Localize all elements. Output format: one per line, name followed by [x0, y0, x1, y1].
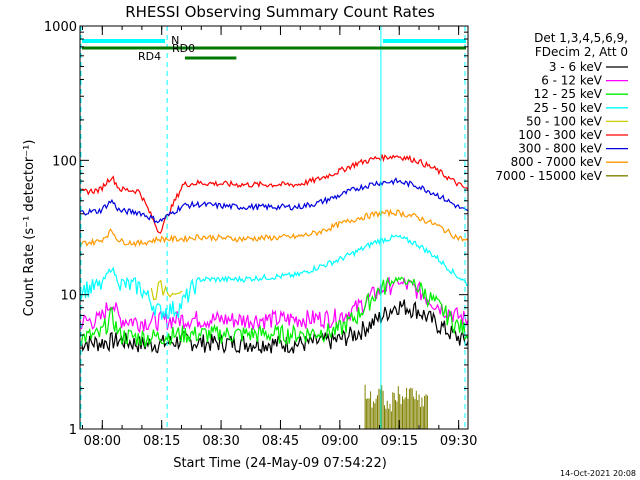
legend-label: 100 - 300 keV — [518, 128, 602, 142]
x-tick-label: 08:45 — [262, 434, 299, 449]
series-line — [79, 233, 469, 320]
legend-label: 6 - 12 keV — [541, 74, 603, 88]
x-axis-label: Start Time (24-May-09 07:54:22) — [173, 456, 387, 471]
x-tick-label: 08:00 — [84, 434, 121, 449]
plot-frame — [79, 25, 469, 430]
x-tick-label: 09:15 — [381, 434, 418, 449]
legend-label: 50 - 100 keV — [526, 114, 603, 128]
marker-label: RD4 — [138, 50, 161, 63]
series-line — [79, 276, 469, 334]
series-line — [79, 299, 469, 354]
legend-header-line-1: Det 1,3,4,5,6,9, — [534, 31, 628, 45]
x-tick-label: 08:15 — [143, 434, 180, 449]
legend-header-line-2: FDecim 2, Att 0 — [535, 45, 628, 59]
x-tick-label: 09:00 — [321, 434, 358, 449]
footer-date: 14-Oct-2021 20:08 — [560, 469, 636, 478]
y-tick-label: 10 — [60, 289, 77, 304]
x-tick-label: 09:30 — [440, 434, 477, 449]
series-line — [79, 154, 469, 234]
legend-label: 300 - 800 keV — [518, 142, 602, 156]
series-line — [364, 384, 428, 429]
series-line — [79, 208, 469, 248]
legend-label: 3 - 6 keV — [549, 60, 603, 74]
series-line — [79, 177, 469, 224]
axes-layer: 1 10 100 1000 08:00 08:15 08:30 08:45 09:00 09:15… — [44, 20, 477, 449]
series-layer — [79, 154, 469, 429]
series-line — [79, 276, 469, 348]
x-tick-label: 08:30 — [202, 434, 239, 449]
chart-title: RHESSI Observing Summary Count Rates — [125, 3, 435, 21]
legend-label: 800 - 7000 keV — [511, 155, 603, 169]
y-axis-label: Count Rate (s⁻¹ detector⁻¹) — [22, 140, 37, 317]
legend-label: 12 - 25 keV — [534, 87, 603, 101]
legend-label: 25 - 50 keV — [534, 101, 603, 115]
y-tick-label: 1 — [69, 423, 77, 438]
legend-label: 7000 - 15000 keV — [495, 169, 602, 183]
marker-label: RD0 — [172, 42, 195, 55]
y-tick-label: 100 — [52, 154, 77, 169]
y-tick-label: 1000 — [44, 20, 77, 35]
marker-label: N — [171, 34, 179, 47]
